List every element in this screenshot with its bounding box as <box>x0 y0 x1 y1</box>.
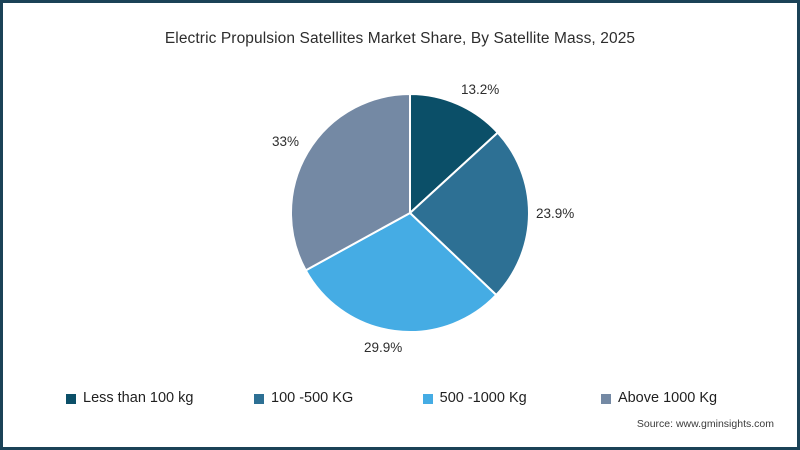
pie-chart <box>290 93 530 333</box>
legend-swatch-icon-0 <box>66 393 76 404</box>
chart-legend: Less than 100 kg 100 -500 KG 500 -1000 K… <box>66 387 756 409</box>
legend-label-0: Less than 100 kg <box>83 390 194 406</box>
legend-swatch-icon-3 <box>600 393 611 404</box>
pie-slice-label-1: 23.9% <box>536 206 575 221</box>
legend-label-1: 100 -500 KG <box>271 390 354 406</box>
pie-slice-label-3: 33% <box>272 134 300 149</box>
legend-label-3: Above 1000 Kg <box>617 390 718 406</box>
legend-item-less-than-100-kg: Less than 100 kg <box>66 390 254 406</box>
chart-title: Electric Propulsion Satellites Market Sh… <box>164 30 636 47</box>
pie-slice-label-2: 29.9% <box>364 340 403 355</box>
legend-item-above-1000-kg: Above 1000 Kg <box>600 390 756 406</box>
pie-slice-1 <box>409 131 530 296</box>
legend-item-500-1000-kg: 500 -1000 Kg <box>422 390 601 406</box>
pie-slice-group <box>290 93 530 333</box>
chart-inner-frame: Electric Propulsion Satellites Market Sh… <box>3 3 797 447</box>
pie-slice-3 <box>290 93 411 272</box>
source-attribution: Source: www.gminsights.com <box>636 418 774 430</box>
pie-slice-0 <box>409 93 499 214</box>
legend-item-100-500-kg: 100 -500 KG <box>254 390 423 406</box>
legend-swatch-icon-1 <box>254 393 264 404</box>
pie-slice-2 <box>304 212 498 333</box>
pie-slice-label-0: 13.2% <box>461 82 500 97</box>
legend-swatch-icon-2 <box>422 393 433 404</box>
pie-chart-svg <box>290 93 530 333</box>
legend-label-2: 500 -1000 Kg <box>439 390 527 406</box>
